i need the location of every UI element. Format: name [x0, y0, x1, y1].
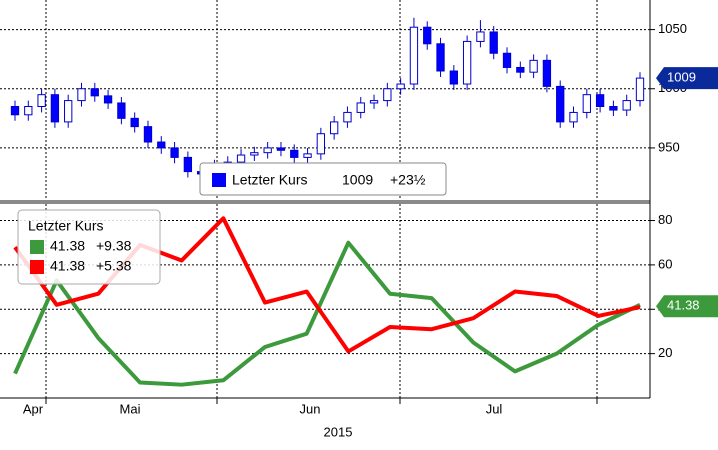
- candle-body: [356, 102, 365, 113]
- candle-body: [569, 111, 578, 123]
- candle-body: [449, 70, 458, 85]
- candle-body: [396, 83, 405, 90]
- candle-body: [329, 121, 339, 135]
- annotation-label: Letzter Kurs: [232, 172, 307, 188]
- candle-body: [90, 88, 99, 97]
- candle-body: [276, 147, 286, 151]
- candle-body: [502, 52, 512, 68]
- candle-body: [103, 95, 113, 104]
- annotation-swatch: [212, 173, 226, 187]
- candle-body: [343, 111, 352, 123]
- annotation-change: +23½: [390, 172, 426, 188]
- candle-body: [77, 88, 86, 102]
- candle-body: [462, 40, 472, 85]
- legend-last: 41.38: [50, 258, 85, 274]
- candle-body: [409, 26, 419, 85]
- candle-body: [529, 59, 538, 73]
- x-tick-label: Jun: [300, 401, 321, 416]
- candle-body: [290, 149, 299, 158]
- x-axis-year: 2015: [324, 424, 353, 439]
- candle-body: [303, 153, 312, 158]
- annotation-value: 1009: [342, 172, 373, 188]
- last-value-tag: [656, 67, 718, 90]
- x-tick-label: Jul: [486, 401, 503, 416]
- candle-body: [157, 141, 166, 149]
- series-line: [13, 240, 641, 387]
- candle-body: [582, 94, 591, 113]
- candle-body: [183, 156, 193, 173]
- candle-body: [516, 66, 525, 73]
- legend-box: [17, 209, 161, 285]
- candle-body: [50, 94, 60, 123]
- candle-body: [556, 85, 565, 123]
- candle-body: [609, 106, 618, 111]
- candle-body: [595, 94, 605, 108]
- y-tick-label: 1050: [658, 21, 687, 36]
- last-value-tag: [656, 295, 718, 318]
- candle-body: [542, 59, 552, 87]
- candle-body: [316, 133, 326, 155]
- legend-change: +9.38: [96, 238, 132, 254]
- candle-body: [635, 77, 645, 102]
- y-tick-label: 60: [658, 256, 672, 271]
- x-tick-label: Mai: [120, 401, 141, 416]
- x-tick-label: Apr: [23, 401, 44, 416]
- candle-body: [489, 31, 498, 54]
- candle-body: [369, 100, 379, 104]
- y-tick-label: 20: [658, 345, 672, 360]
- legend-swatch: [30, 240, 44, 254]
- panel-separator: [0, 200, 650, 204]
- candle-body: [130, 117, 139, 128]
- candle-body: [37, 94, 46, 108]
- legend-change: +5.38: [96, 258, 132, 274]
- candle-body: [117, 102, 126, 119]
- candle-body: [423, 26, 432, 45]
- legend-last: 41.38: [50, 238, 85, 254]
- last-value-label: 41.38: [667, 298, 700, 313]
- candle-body: [170, 147, 179, 158]
- candle-body: [383, 88, 392, 102]
- candle-body: [236, 154, 246, 163]
- candle-body: [143, 126, 153, 143]
- y-tick-label: 80: [658, 212, 672, 227]
- y-tick-label: 950: [658, 139, 680, 154]
- legend-swatch: [30, 260, 44, 274]
- candle-body: [476, 31, 485, 42]
- candle-body: [436, 43, 445, 72]
- candle-body: [263, 147, 272, 154]
- legend-title: Letzter Kurs: [28, 218, 103, 234]
- candle-body: [10, 106, 20, 116]
- annotation-box: [199, 162, 447, 196]
- candle-body: [622, 100, 631, 111]
- last-value-label: 1009: [667, 70, 696, 85]
- candle-body: [250, 152, 259, 156]
- candle-body: [24, 106, 33, 116]
- candle-body: [64, 100, 73, 123]
